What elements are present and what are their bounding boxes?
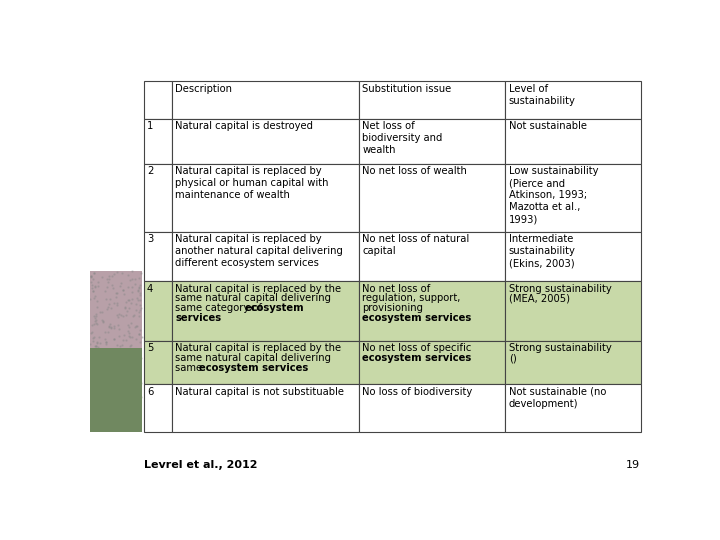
- Bar: [359, 82, 505, 118]
- Bar: [143, 82, 172, 118]
- Text: same: same: [175, 363, 205, 373]
- Bar: [143, 341, 172, 384]
- Text: regulation, support,: regulation, support,: [362, 293, 461, 303]
- Bar: [143, 384, 172, 431]
- Text: (): (): [508, 353, 516, 363]
- Bar: [143, 232, 172, 281]
- Text: Substitution issue: Substitution issue: [362, 84, 451, 94]
- Text: provisioning: provisioning: [362, 303, 423, 313]
- Bar: [505, 82, 642, 118]
- Text: Level of
sustainability: Level of sustainability: [508, 84, 575, 106]
- Text: services: services: [175, 313, 221, 322]
- Text: 6: 6: [147, 387, 153, 397]
- Text: Natural capital is destroyed: Natural capital is destroyed: [175, 121, 313, 131]
- Text: 1: 1: [147, 121, 153, 131]
- Text: Low sustainability
(Pierce and
Atkinson, 1993;
Mazotta et al.,
1993): Low sustainability (Pierce and Atkinson,…: [508, 166, 598, 224]
- Text: No net loss of wealth: No net loss of wealth: [362, 166, 467, 176]
- Text: ecosystem services: ecosystem services: [199, 363, 308, 373]
- Text: ecosystem services: ecosystem services: [362, 353, 472, 363]
- Text: same natural capital delivering: same natural capital delivering: [175, 353, 331, 363]
- Text: Natural capital is not substituable: Natural capital is not substituable: [175, 387, 344, 397]
- Text: ecosystem: ecosystem: [245, 303, 305, 313]
- Text: Natural capital is replaced by the: Natural capital is replaced by the: [175, 343, 341, 353]
- Text: No loss of biodiversity: No loss of biodiversity: [362, 387, 473, 397]
- Bar: [143, 164, 172, 232]
- Text: 4: 4: [147, 284, 153, 294]
- Text: Description: Description: [175, 84, 232, 94]
- Text: 5: 5: [147, 343, 153, 353]
- Text: No net loss of natural
capital: No net loss of natural capital: [362, 234, 469, 256]
- Text: 2: 2: [147, 166, 153, 176]
- Text: Strong sustainability: Strong sustainability: [508, 284, 611, 294]
- Text: Not sustainable: Not sustainable: [508, 121, 587, 131]
- Bar: [172, 82, 359, 118]
- Text: (MEA, 2005): (MEA, 2005): [508, 293, 570, 303]
- Bar: [90, 348, 142, 431]
- Text: Net loss of
biodiversity and
wealth: Net loss of biodiversity and wealth: [362, 121, 443, 155]
- Text: Strong sustainability: Strong sustainability: [508, 343, 611, 353]
- Text: No net loss of: No net loss of: [362, 284, 431, 294]
- Text: 19: 19: [626, 460, 639, 470]
- Bar: [143, 118, 172, 164]
- Text: ecosystem services: ecosystem services: [362, 313, 472, 322]
- Text: Natural capital is replaced by
another natural capital delivering
different ecos: Natural capital is replaced by another n…: [175, 234, 343, 268]
- Text: same natural capital delivering: same natural capital delivering: [175, 293, 331, 303]
- Text: Not sustainable (no
development): Not sustainable (no development): [508, 387, 606, 409]
- Text: Natural capital is replaced by
physical or human capital with
maintenance of wea: Natural capital is replaced by physical …: [175, 166, 328, 200]
- Text: Levrel et al., 2012: Levrel et al., 2012: [143, 460, 257, 470]
- Text: No net loss of specific: No net loss of specific: [362, 343, 472, 353]
- Text: Natural capital is replaced by the: Natural capital is replaced by the: [175, 284, 341, 294]
- Bar: [143, 281, 172, 341]
- Text: 3: 3: [147, 234, 153, 244]
- Bar: [90, 272, 142, 419]
- Text: Intermediate
sustainability
(Ekins, 2003): Intermediate sustainability (Ekins, 2003…: [508, 234, 575, 268]
- Text: same category of: same category of: [175, 303, 265, 313]
